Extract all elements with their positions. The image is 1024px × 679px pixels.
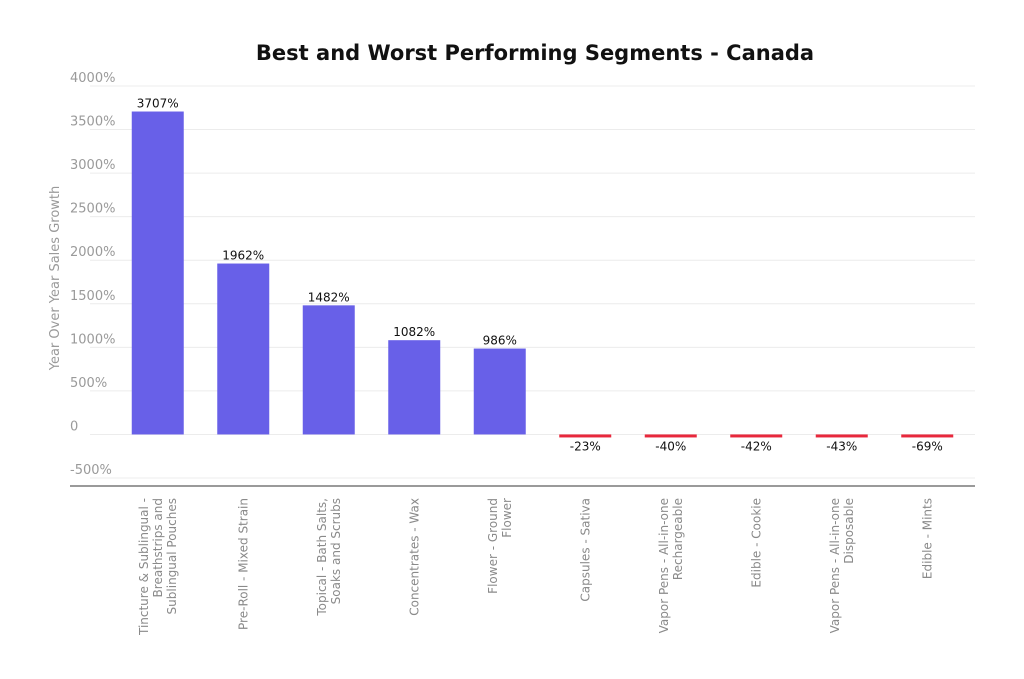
bar: [559, 434, 612, 438]
data-label: -23%: [570, 439, 601, 453]
x-tick-label-line: Sublingual Pouches: [165, 498, 179, 614]
x-tick-label-line: Vapor Pens - All-in-one: [828, 498, 842, 633]
x-tick-label: Edible - Cookie: [749, 498, 763, 588]
x-tick-label-line: Edible - Mints: [920, 498, 934, 579]
x-tick-label-line: Topical - Bath Salts,: [315, 498, 329, 617]
x-tick-label: Flower - GroundFlower: [486, 498, 514, 594]
x-tick-label-line: Edible - Cookie: [749, 498, 763, 588]
x-tick-label-line: Concentrates - Wax: [407, 498, 421, 616]
y-tick-label: 1000%: [70, 332, 115, 347]
data-label: -69%: [912, 439, 943, 453]
x-tick-label: Vapor Pens - All-in-oneRechargeable: [657, 498, 685, 633]
y-tick-label: 2500%: [70, 202, 115, 217]
x-tick-label-line: Pre-Roll - Mixed Strain: [236, 498, 250, 630]
x-tick-label-line: Flower - Ground: [486, 498, 500, 594]
bar: [644, 434, 697, 438]
data-labels: 3707% 1962% 1482% 1082% 986% -23% -40% -42% -43%…: [137, 97, 943, 454]
x-tick-label: Concentrates - Wax: [407, 498, 421, 616]
bars: [131, 111, 954, 438]
x-tick-label: Topical - Bath Salts,Soaks and Scrubs: [315, 498, 343, 617]
y-tick-label: 2000%: [70, 245, 115, 260]
x-tick-label-line: Rechargeable: [671, 498, 685, 580]
y-tick-label: 500%: [70, 376, 107, 391]
x-tick-label-line: Breathstrips and: [151, 498, 165, 597]
x-tick-label-line: Tincture & Sublingual -: [137, 498, 151, 636]
x-tick-label: Pre-Roll - Mixed Strain: [236, 498, 250, 630]
x-axis-ticks: Tincture & Sublingual -Breathstrips andS…: [137, 498, 935, 636]
y-axis-label: Year Over Year Sales Growth: [48, 186, 63, 372]
y-tick-label: -500%: [70, 463, 112, 478]
x-tick-label: Capsules - Sativa: [578, 498, 592, 602]
x-tick-label-line: Soaks and Scrubs: [329, 498, 343, 604]
y-tick-label: 1500%: [70, 289, 115, 304]
chart-title: Best and Worst Performing Segments - Can…: [256, 41, 814, 65]
data-label: 1482%: [308, 290, 350, 304]
bar: [815, 434, 868, 438]
x-tick-label-line: Capsules - Sativa: [578, 498, 592, 602]
x-tick-label: Vapor Pens - All-in-oneDisposable: [828, 498, 856, 633]
data-label: -43%: [826, 439, 857, 453]
bar: [473, 348, 526, 435]
y-tick-label: 3500%: [70, 115, 115, 130]
x-tick-label-line: Disposable: [842, 498, 856, 564]
data-label: 3707%: [137, 97, 179, 111]
x-tick-label-line: Flower: [500, 498, 514, 538]
x-tick-label-line: Vapor Pens - All-in-one: [657, 498, 671, 633]
data-label: 1962%: [222, 249, 264, 263]
bar: [388, 340, 441, 435]
y-tick-label: 4000%: [70, 71, 115, 86]
bar: [730, 434, 783, 438]
data-label: -42%: [741, 439, 772, 453]
data-label: 1082%: [393, 325, 435, 339]
bar: [901, 434, 954, 438]
bar: [131, 111, 184, 435]
data-label: 986%: [483, 334, 517, 348]
x-tick-label: Edible - Mints: [920, 498, 934, 579]
bar: [302, 305, 355, 435]
y-axis-ticks: 4000% 3500% 3000% 2500% 2000% 1500% 1000% 500% 0…: [70, 71, 115, 478]
y-tick-label: 3000%: [70, 158, 115, 173]
data-label: -40%: [655, 439, 686, 453]
bar: [217, 263, 270, 435]
y-tick-label: 0: [70, 419, 78, 434]
x-tick-label: Tincture & Sublingual -Breathstrips andS…: [137, 498, 179, 636]
